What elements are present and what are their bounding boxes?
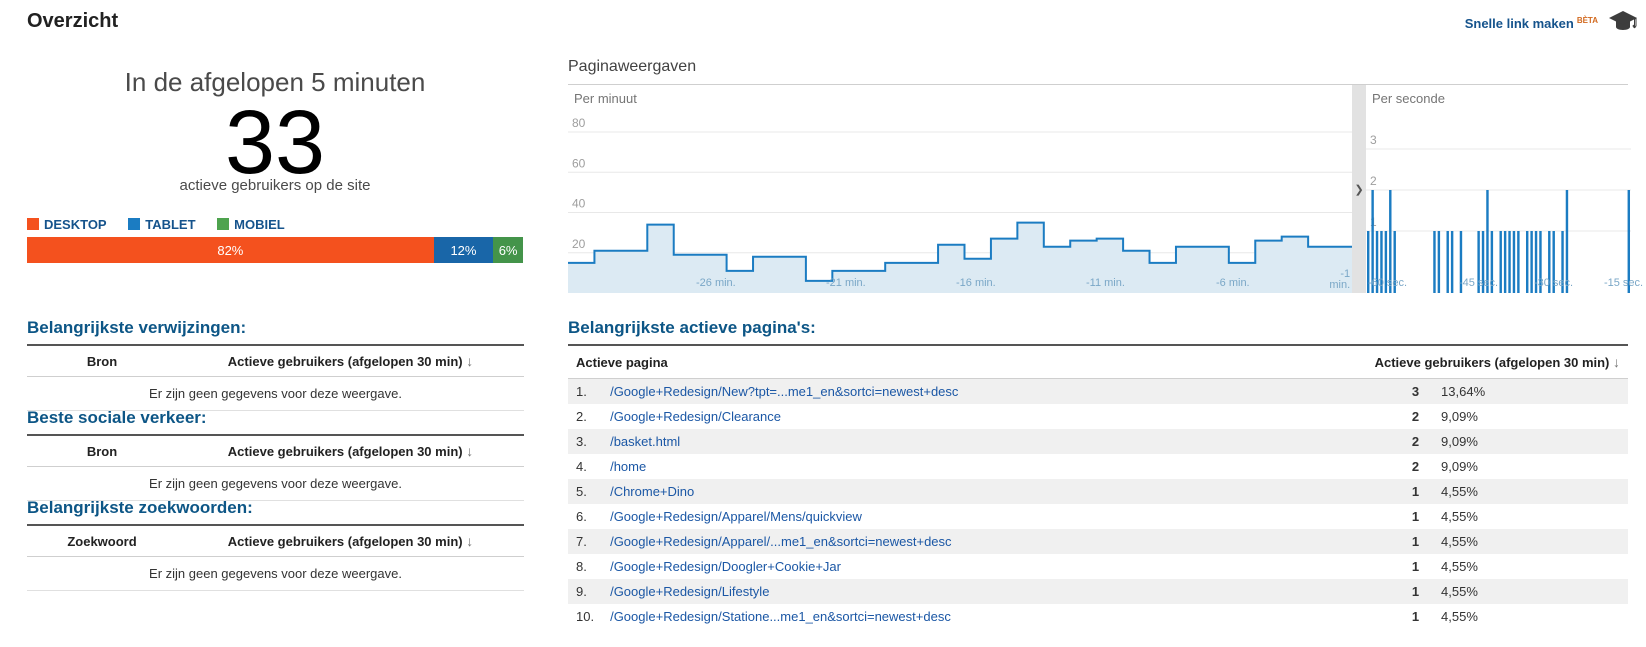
svg-text:60: 60 xyxy=(572,156,586,170)
svg-text:40: 40 xyxy=(572,197,586,211)
svg-text:20: 20 xyxy=(572,237,586,251)
svg-text:80: 80 xyxy=(572,116,586,130)
svg-text:2: 2 xyxy=(1370,174,1377,188)
svg-text:3: 3 xyxy=(1370,133,1377,147)
